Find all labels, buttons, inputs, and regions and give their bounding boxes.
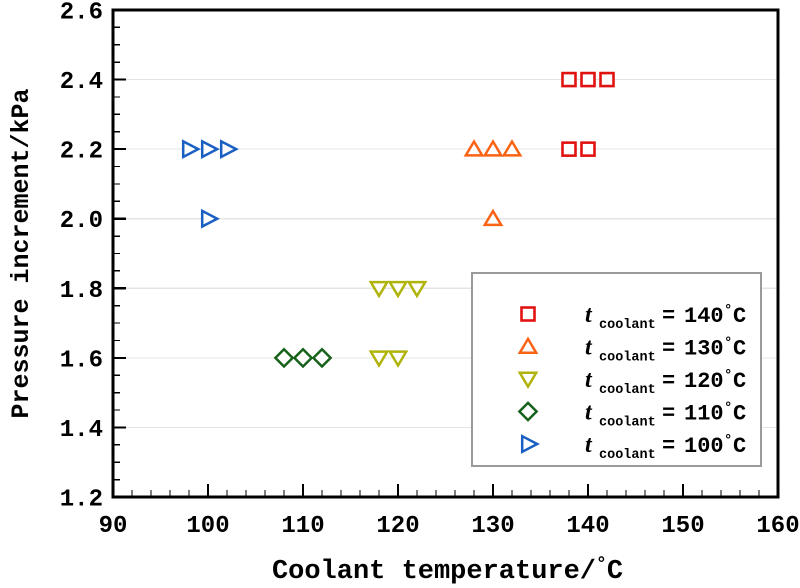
series-140C (561, 71, 615, 157)
series-120C (368, 280, 428, 368)
series-130C (463, 139, 523, 227)
triangle-down-marker (387, 350, 409, 368)
x-tick-label: 160 (756, 513, 799, 540)
triangle-up-marker (517, 336, 539, 354)
x-tick-label: 130 (471, 513, 514, 540)
square-marker (580, 71, 596, 88)
legend-label: t coolant = 120°C (585, 367, 746, 398)
legend-entry: t coolant = 130°C (517, 335, 746, 366)
triangle-up-marker (482, 208, 504, 227)
x-tick-label: 120 (376, 513, 419, 540)
y-tick-label: 2.2 (60, 139, 103, 166)
x-axis-title: Coolant temperature/°C (272, 555, 623, 587)
triangle-down-marker (368, 350, 390, 368)
y-tick-label: 1.6 (60, 347, 103, 374)
y-tick-label: 2.0 (60, 208, 103, 235)
triangle-right-marker (219, 139, 239, 160)
x-tick-label: 140 (566, 513, 609, 540)
legend-label: t coolant = 110°C (585, 400, 746, 431)
triangle-up-marker (501, 139, 523, 157)
legend-entry: t coolant = 100°C (520, 432, 746, 463)
triangle-up-marker (482, 139, 504, 157)
square-marker (561, 141, 577, 157)
triangle-right-marker (181, 139, 201, 160)
x-tick-label: 150 (661, 513, 704, 540)
triangle-right-marker (200, 139, 220, 160)
legend: t coolant = 140°Ct coolant = 130°Ct coolant = 120… (471, 272, 762, 467)
diamond-marker (273, 347, 295, 369)
legend-label: t coolant = 140°C (585, 302, 746, 333)
y-tick-label: 1.8 (60, 278, 103, 305)
square-marker (520, 306, 536, 322)
legend-entry: t coolant = 110°C (517, 400, 746, 431)
legend-box (471, 272, 762, 467)
triangle-right-marker (520, 434, 540, 454)
legend-entry: t coolant = 120°C (517, 367, 746, 398)
series-110C (273, 347, 333, 369)
x-tick-label: 100 (186, 513, 229, 540)
legend-label: t coolant = 130°C (585, 335, 746, 366)
square-marker (599, 71, 615, 88)
square-marker (580, 141, 596, 157)
triangle-down-marker (387, 280, 409, 299)
diamond-marker (517, 401, 539, 422)
legend-entry: t coolant = 140°C (520, 302, 746, 333)
x-tick-label: 110 (281, 513, 324, 540)
y-axis-title: Pressure increment/kPa (7, 88, 36, 418)
y-tick-label: 2.6 (60, 0, 103, 27)
plot-border (111, 8, 780, 499)
x-tick-label: 90 (99, 513, 128, 540)
diamond-marker (311, 347, 333, 369)
triangle-down-marker (406, 280, 428, 299)
legend-label: t coolant = 100°C (585, 432, 746, 463)
series-100C (181, 139, 239, 229)
y-tick-label: 1.4 (60, 417, 103, 444)
triangle-up-marker (463, 139, 485, 157)
triangle-down-marker (368, 280, 390, 299)
triangle-right-marker (200, 208, 220, 229)
square-marker (561, 71, 577, 88)
diamond-marker (292, 347, 314, 369)
y-tick-label: 2.4 (60, 69, 103, 96)
y-tick-label: 1.2 (60, 487, 103, 514)
triangle-down-marker (517, 371, 539, 390)
tick-labels: 90 100 110 120 130 140 150 160 1.2 1.4 1.6 1.8 2.0 2.… (60, 0, 800, 540)
